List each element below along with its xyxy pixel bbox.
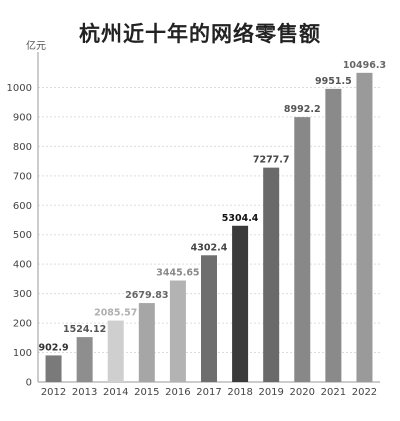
- y-tick-label: 0: [26, 378, 32, 389]
- y-tick-label: 700: [13, 171, 32, 182]
- y-tick-label: 300: [13, 289, 32, 300]
- y-tick-label: 900: [13, 112, 32, 123]
- y-tick-label: 200: [13, 319, 32, 330]
- data-label-2014: 2085.57: [94, 308, 137, 319]
- data-label-2012: 902.9: [39, 342, 69, 353]
- data-labels: 902.9 1524.12 2085.57 2679.83 3445.65 4302.4 5…: [39, 60, 387, 354]
- bar-2017: [201, 255, 217, 382]
- bar-2015: [138, 303, 155, 382]
- bar-2019: [263, 167, 280, 382]
- x-tick-label-2021: 2021: [321, 387, 346, 398]
- bar-2014: [107, 320, 124, 382]
- bar-2016: [169, 280, 186, 382]
- data-label-2013: 1524.12: [63, 324, 106, 335]
- y-tick-label: 800: [13, 142, 32, 153]
- bar-2021: [325, 88, 342, 382]
- y-tick-label: 100: [13, 348, 32, 359]
- data-label-2019: 7277.7: [253, 155, 290, 166]
- data-label-2015: 2679.83: [125, 290, 168, 301]
- data-label-2020: 8992.2: [284, 104, 321, 115]
- bar-2018: [232, 225, 249, 382]
- data-label-2016: 3445.65: [156, 268, 199, 279]
- data-label-2018: 5304.4: [222, 213, 259, 224]
- x-tick-label-2022: 2022: [352, 387, 377, 398]
- y-tick-label: 600: [13, 201, 32, 212]
- x-tick-label-2019: 2019: [258, 387, 283, 398]
- bars: [45, 72, 373, 383]
- bar-2012: [45, 355, 62, 382]
- y-tick-label: 1000: [7, 83, 32, 94]
- x-tick-label-2012: 2012: [41, 387, 66, 398]
- x-tick-label-2013: 2013: [72, 387, 97, 398]
- x-tick-label-2018: 2018: [227, 387, 252, 398]
- tick-labels: 0 100 200 300 400 500 600 700 800 900 1000 2012 2013…: [7, 83, 378, 398]
- y-tick-label: 400: [13, 260, 32, 271]
- data-label-2017: 4302.4: [191, 242, 228, 253]
- x-tick-label-2020: 2020: [290, 387, 315, 398]
- data-label-2021: 9951.5: [315, 76, 352, 87]
- bar-2020: [294, 117, 311, 382]
- x-tick-label-2017: 2017: [196, 387, 221, 398]
- x-tick-label-2016: 2016: [165, 387, 190, 398]
- bar-2022: [356, 72, 373, 383]
- bar-2013: [76, 337, 93, 382]
- y-axis-label: 亿元: [26, 39, 46, 52]
- x-tick-label-2015: 2015: [134, 387, 159, 398]
- grid-lines: [38, 86, 380, 354]
- data-label-2022: 10496.3: [343, 60, 386, 71]
- x-tick-label-2014: 2014: [103, 387, 128, 398]
- y-tick-label: 500: [13, 230, 32, 241]
- chart-title: 杭州近十年的网络零售额: [79, 22, 321, 46]
